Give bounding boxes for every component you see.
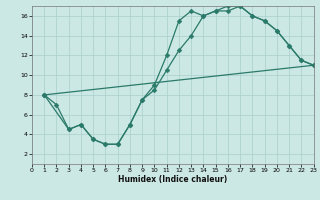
X-axis label: Humidex (Indice chaleur): Humidex (Indice chaleur) [118,175,228,184]
